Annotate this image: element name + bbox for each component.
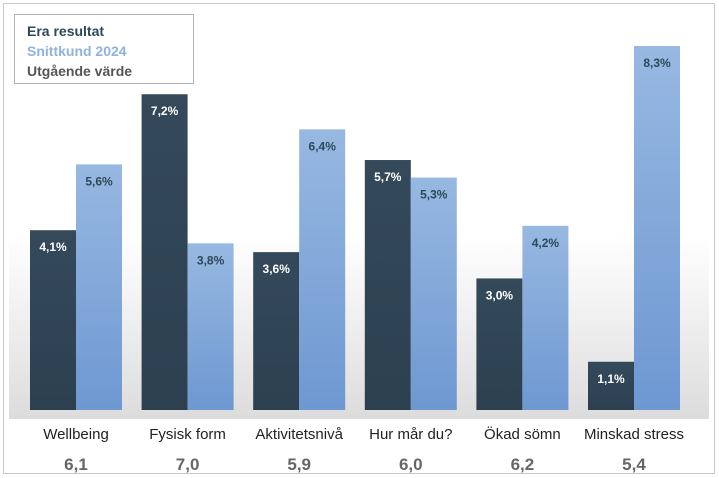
data-label-era-resultat-3: 5,7% xyxy=(374,170,402,184)
bar-snittkund-3 xyxy=(410,177,457,410)
utgaende-varde-3: 6,0 xyxy=(399,455,423,474)
utgaende-varde-5: 5,4 xyxy=(622,455,646,474)
bar-snittkund-5 xyxy=(634,46,680,410)
legend-item-snittkund: Snittkund 2024 xyxy=(27,43,127,59)
data-label-snittkund-5: 8,3% xyxy=(643,56,671,70)
data-label-era-resultat-5: 1,1% xyxy=(597,372,625,386)
data-label-era-resultat-1: 7,2% xyxy=(151,104,179,118)
data-label-snittkund-2: 6,4% xyxy=(309,139,337,153)
bar-snittkund-2 xyxy=(299,129,346,410)
data-label-era-resultat-4: 3,0% xyxy=(486,288,514,302)
bar-era-resultat-1 xyxy=(141,94,188,410)
category-label-3: Hur mår du? xyxy=(369,426,452,443)
bar-snittkund-0 xyxy=(76,164,122,410)
category-label-4: Ökad sömn xyxy=(484,425,561,443)
data-label-snittkund-1: 3,8% xyxy=(197,253,225,267)
data-label-snittkund-0: 5,6% xyxy=(85,174,113,188)
legend-item-utgaende-varde: Utgående värde xyxy=(27,63,133,79)
category-label-1: Fysisk form xyxy=(149,426,226,443)
utgaende-varde-1: 7,0 xyxy=(176,455,200,474)
data-label-era-resultat-2: 3,6% xyxy=(263,262,291,276)
data-label-era-resultat-0: 4,1% xyxy=(39,240,67,254)
bar-era-resultat-2 xyxy=(253,252,300,410)
utgaende-varde-0: 6,1 xyxy=(64,455,88,474)
legend-item-era-resultat: Era resultat xyxy=(27,23,105,39)
bar-era-resultat-0 xyxy=(30,230,76,410)
category-label-0: Wellbeing xyxy=(43,426,109,443)
utgaende-varde-2: 5,9 xyxy=(287,455,311,474)
data-label-snittkund-4: 4,2% xyxy=(532,236,560,250)
bar-snittkund-4 xyxy=(522,225,569,410)
bar-era-resultat-3 xyxy=(364,160,411,410)
bar-era-resultat-4 xyxy=(476,278,523,410)
utgaende-varde-4: 6,2 xyxy=(511,455,535,474)
bar-era-resultat-5 xyxy=(588,361,634,410)
legend: Era resultat Snittkund 2024 Utgående vär… xyxy=(14,14,194,84)
category-label-2: Aktivitetsnivå xyxy=(255,426,343,443)
category-label-5: Minskad stress xyxy=(584,426,684,443)
data-label-snittkund-3: 5,3% xyxy=(420,188,448,202)
bar-snittkund-1 xyxy=(187,243,234,410)
